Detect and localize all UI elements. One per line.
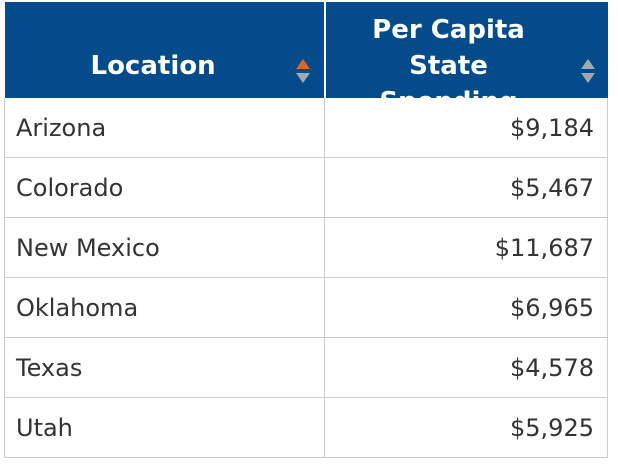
- location-cell: Colorado: [4, 157, 325, 218]
- spending-cell: $5,467: [324, 157, 608, 218]
- spending-column-header[interactable]: Per Capita State Spending: [324, 2, 608, 117]
- table-row: Colorado $5,467: [4, 157, 608, 218]
- spending-cell: $11,687: [324, 217, 608, 278]
- location-cell: Texas: [4, 337, 325, 398]
- spending-cell: $4,578: [324, 337, 608, 398]
- sort-unsorted-icon[interactable]: [580, 58, 596, 84]
- spending-cell: $6,965: [324, 277, 608, 338]
- spending-header-label: Per Capita State Spending: [372, 15, 525, 117]
- location-cell: Utah: [4, 397, 325, 458]
- spending-table-container: Location Per Capita State Spending: [4, 2, 608, 458]
- table-row: New Mexico $11,687: [4, 217, 608, 278]
- sort-ascending-icon[interactable]: [295, 58, 311, 84]
- table-row: Texas $4,578: [4, 337, 608, 398]
- location-cell: Arizona: [4, 98, 325, 158]
- table-row: Utah $5,925: [4, 397, 608, 458]
- location-cell: New Mexico: [4, 217, 325, 278]
- spending-table: Location Per Capita State Spending: [4, 2, 608, 458]
- table-row: Arizona $9,184: [4, 98, 608, 158]
- table-header-row: Location Per Capita State Spending: [4, 2, 608, 117]
- location-header-label: Location: [90, 51, 216, 81]
- location-column-header[interactable]: Location: [4, 2, 326, 98]
- table-row: Oklahoma $6,965: [4, 277, 608, 338]
- location-cell: Oklahoma: [4, 277, 325, 338]
- spending-cell: $9,184: [324, 98, 608, 158]
- spending-cell: $5,925: [324, 397, 608, 458]
